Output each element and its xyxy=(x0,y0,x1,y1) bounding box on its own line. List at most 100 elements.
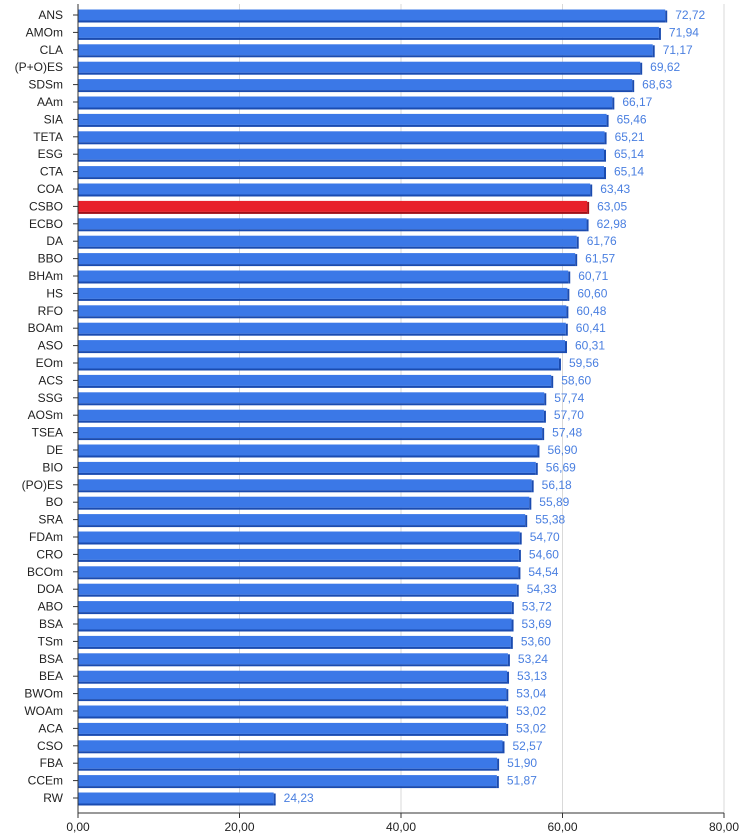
bar-shadow-29 xyxy=(78,525,526,528)
bar-39 xyxy=(78,688,507,700)
bar-8 xyxy=(78,148,605,160)
value-label-10: 63,43 xyxy=(600,182,630,196)
bar-end-9 xyxy=(604,167,607,180)
value-label-45: 24,23 xyxy=(284,791,314,805)
category-label-43: FBA xyxy=(40,756,63,770)
category-label-15: BHAm xyxy=(28,269,63,283)
value-label-14: 61,57 xyxy=(585,252,615,266)
bar-end-12 xyxy=(586,219,589,232)
bar-30 xyxy=(78,531,520,543)
value-label-23: 57,70 xyxy=(554,408,584,422)
value-label-7: 65,21 xyxy=(615,130,645,144)
bar-end-23 xyxy=(543,410,546,423)
category-label-9: CTA xyxy=(40,165,63,179)
bar-6 xyxy=(78,113,607,125)
category-label-45: RW xyxy=(43,791,63,805)
bar-44 xyxy=(78,775,497,787)
category-label-27: (PO)ES xyxy=(22,478,63,492)
bar-17 xyxy=(78,305,567,317)
bar-end-42 xyxy=(502,741,505,754)
bar-9 xyxy=(78,166,605,178)
category-label-21: ACS xyxy=(38,373,63,387)
bar-41 xyxy=(78,722,507,734)
category-label-35: BSA xyxy=(39,617,63,631)
value-label-1: 71,94 xyxy=(669,25,699,39)
bar-shadow-36 xyxy=(78,646,511,649)
value-label-19: 60,31 xyxy=(575,339,605,353)
value-label-36: 53,60 xyxy=(521,634,551,648)
bar-shadow-18 xyxy=(78,333,566,336)
category-label-10: COA xyxy=(37,182,63,196)
bar-shadow-11 xyxy=(78,211,588,214)
bar-1 xyxy=(78,26,659,38)
bar-end-11 xyxy=(587,201,590,214)
bar-end-1 xyxy=(658,27,661,40)
bar-shadow-9 xyxy=(78,177,605,180)
bar-32 xyxy=(78,566,519,578)
bar-end-34 xyxy=(511,602,514,615)
bar-23 xyxy=(78,409,544,421)
category-label-24: TSEA xyxy=(32,426,63,440)
bar-shadow-0 xyxy=(78,20,666,23)
bar-end-17 xyxy=(566,306,569,319)
category-label-33: DOA xyxy=(37,582,63,596)
bar-shadow-3 xyxy=(78,72,641,75)
bar-end-13 xyxy=(576,236,579,249)
bar-shadow-22 xyxy=(78,403,545,406)
category-label-22: SSG xyxy=(38,391,63,405)
bar-shadow-13 xyxy=(78,246,577,249)
bar-end-29 xyxy=(525,515,528,528)
bar-11 xyxy=(78,200,588,212)
bar-43 xyxy=(78,757,498,769)
bar-shadow-44 xyxy=(78,786,497,789)
bar-end-7 xyxy=(604,132,607,145)
category-label-20: EOm xyxy=(36,356,63,370)
category-label-19: ASO xyxy=(38,339,63,353)
category-label-12: ECBO xyxy=(29,217,63,231)
bar-end-26 xyxy=(535,462,538,475)
bar-shadow-39 xyxy=(78,699,507,702)
value-label-42: 52,57 xyxy=(513,739,543,753)
bar-end-41 xyxy=(506,723,509,736)
category-label-36: TSm xyxy=(38,634,63,648)
value-labels: 72,72 71,94 71,17 69,62 68,63 66,17 65,46 65,21… xyxy=(284,8,706,805)
bar-shadow-20 xyxy=(78,368,559,371)
bar-7 xyxy=(78,131,605,143)
bar-shadow-27 xyxy=(78,490,532,493)
bar-shadow-26 xyxy=(78,472,536,475)
bar-shadow-45 xyxy=(78,803,274,806)
bar-end-8 xyxy=(604,149,607,162)
bar-5 xyxy=(78,96,613,108)
bar-34 xyxy=(78,601,512,613)
x-tick-label-2: 40,00 xyxy=(386,820,416,834)
bar-21 xyxy=(78,374,552,386)
value-label-39: 53,04 xyxy=(516,687,546,701)
value-label-20: 59,56 xyxy=(569,356,599,370)
category-label-16: HS xyxy=(46,286,63,300)
bar-end-33 xyxy=(516,584,519,597)
bar-shadow-7 xyxy=(78,142,605,145)
bar-end-36 xyxy=(510,636,513,649)
bar-end-18 xyxy=(565,323,568,336)
value-label-44: 51,87 xyxy=(507,774,537,788)
category-label-14: BBO xyxy=(38,252,63,266)
category-label-13: DA xyxy=(46,234,63,248)
value-label-2: 71,17 xyxy=(663,43,693,57)
category-label-7: TETA xyxy=(33,130,63,144)
bar-shadow-23 xyxy=(78,420,544,423)
x-tick-label-1: 20,00 xyxy=(224,820,254,834)
bar-shadow-43 xyxy=(78,768,498,771)
value-label-8: 65,14 xyxy=(614,147,644,161)
bar-14 xyxy=(78,253,576,265)
value-label-24: 57,48 xyxy=(552,426,582,440)
category-label-42: CSO xyxy=(37,739,63,753)
category-label-8: ESG xyxy=(38,147,63,161)
bar-end-4 xyxy=(632,80,635,93)
bar-shadow-30 xyxy=(78,542,520,545)
value-label-32: 54,54 xyxy=(528,565,558,579)
bar-end-20 xyxy=(558,358,561,371)
bar-end-38 xyxy=(507,671,510,684)
value-label-22: 57,74 xyxy=(554,391,584,405)
bar-shadow-24 xyxy=(78,438,543,441)
